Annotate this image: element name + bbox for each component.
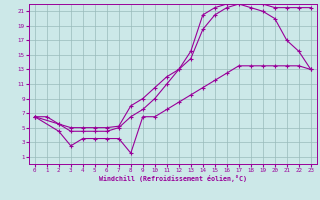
X-axis label: Windchill (Refroidissement éolien,°C): Windchill (Refroidissement éolien,°C) — [99, 175, 247, 182]
